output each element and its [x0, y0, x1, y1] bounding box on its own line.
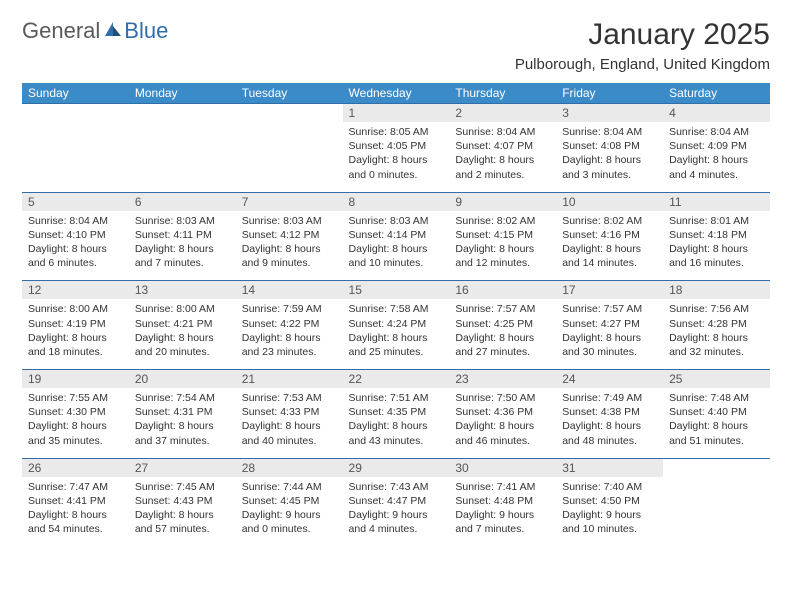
- day-detail-cell: Sunrise: 7:41 AM Sunset: 4:48 PM Dayligh…: [449, 477, 556, 547]
- logo: General Blue: [22, 18, 168, 44]
- day-header-row: Sunday Monday Tuesday Wednesday Thursday…: [22, 83, 770, 104]
- day-detail-cell: Sunrise: 8:04 AM Sunset: 4:09 PM Dayligh…: [663, 122, 770, 192]
- day-number-cell: 11: [663, 192, 770, 211]
- day-number-cell: 1: [343, 104, 450, 123]
- logo-text-general: General: [22, 18, 100, 44]
- day-detail-cell: [236, 122, 343, 192]
- logo-text-blue: Blue: [124, 18, 168, 44]
- day-detail-cell: [129, 122, 236, 192]
- day-detail-cell: Sunrise: 8:04 AM Sunset: 4:08 PM Dayligh…: [556, 122, 663, 192]
- day-detail-cell: Sunrise: 8:04 AM Sunset: 4:07 PM Dayligh…: [449, 122, 556, 192]
- day-header: Thursday: [449, 83, 556, 104]
- day-number-cell: 29: [343, 458, 450, 477]
- day-number-cell: 14: [236, 281, 343, 300]
- day-header: Tuesday: [236, 83, 343, 104]
- day-detail-cell: Sunrise: 8:01 AM Sunset: 4:18 PM Dayligh…: [663, 211, 770, 281]
- day-number-cell: 28: [236, 458, 343, 477]
- day-number-cell: 23: [449, 370, 556, 389]
- week-detail-row: Sunrise: 7:47 AM Sunset: 4:41 PM Dayligh…: [22, 477, 770, 547]
- day-detail-cell: Sunrise: 7:56 AM Sunset: 4:28 PM Dayligh…: [663, 299, 770, 369]
- day-detail-cell: Sunrise: 7:58 AM Sunset: 4:24 PM Dayligh…: [343, 299, 450, 369]
- week-number-row: 12131415161718: [22, 281, 770, 300]
- day-header: Sunday: [22, 83, 129, 104]
- day-number-cell: 30: [449, 458, 556, 477]
- day-detail-cell: Sunrise: 7:57 AM Sunset: 4:27 PM Dayligh…: [556, 299, 663, 369]
- week-number-row: 19202122232425: [22, 370, 770, 389]
- day-detail-cell: Sunrise: 7:40 AM Sunset: 4:50 PM Dayligh…: [556, 477, 663, 547]
- day-detail-cell: Sunrise: 7:47 AM Sunset: 4:41 PM Dayligh…: [22, 477, 129, 547]
- title-block: January 2025 Pulborough, England, United…: [515, 18, 770, 73]
- day-number-cell: 13: [129, 281, 236, 300]
- day-detail-cell: Sunrise: 7:45 AM Sunset: 4:43 PM Dayligh…: [129, 477, 236, 547]
- day-number-cell: 27: [129, 458, 236, 477]
- day-number-cell: 4: [663, 104, 770, 123]
- day-number-cell: 25: [663, 370, 770, 389]
- day-detail-cell: Sunrise: 7:44 AM Sunset: 4:45 PM Dayligh…: [236, 477, 343, 547]
- week-detail-row: Sunrise: 7:55 AM Sunset: 4:30 PM Dayligh…: [22, 388, 770, 458]
- day-number-cell: [129, 104, 236, 123]
- day-number-cell: 24: [556, 370, 663, 389]
- day-number-cell: 17: [556, 281, 663, 300]
- calendar-body: 1234Sunrise: 8:05 AM Sunset: 4:05 PM Day…: [22, 104, 770, 547]
- week-detail-row: Sunrise: 8:04 AM Sunset: 4:10 PM Dayligh…: [22, 211, 770, 281]
- day-detail-cell: Sunrise: 7:50 AM Sunset: 4:36 PM Dayligh…: [449, 388, 556, 458]
- day-number-cell: 31: [556, 458, 663, 477]
- week-detail-row: Sunrise: 8:00 AM Sunset: 4:19 PM Dayligh…: [22, 299, 770, 369]
- day-detail-cell: Sunrise: 8:02 AM Sunset: 4:16 PM Dayligh…: [556, 211, 663, 281]
- day-detail-cell: Sunrise: 7:48 AM Sunset: 4:40 PM Dayligh…: [663, 388, 770, 458]
- day-detail-cell: [663, 477, 770, 547]
- week-detail-row: Sunrise: 8:05 AM Sunset: 4:05 PM Dayligh…: [22, 122, 770, 192]
- day-detail-cell: Sunrise: 8:05 AM Sunset: 4:05 PM Dayligh…: [343, 122, 450, 192]
- day-detail-cell: Sunrise: 8:02 AM Sunset: 4:15 PM Dayligh…: [449, 211, 556, 281]
- day-number-cell: 5: [22, 192, 129, 211]
- day-number-cell: 26: [22, 458, 129, 477]
- day-detail-cell: [22, 122, 129, 192]
- day-number-cell: [663, 458, 770, 477]
- day-number-cell: 6: [129, 192, 236, 211]
- day-number-cell: 3: [556, 104, 663, 123]
- day-number-cell: 19: [22, 370, 129, 389]
- day-number-cell: 8: [343, 192, 450, 211]
- day-number-cell: 2: [449, 104, 556, 123]
- day-detail-cell: Sunrise: 7:54 AM Sunset: 4:31 PM Dayligh…: [129, 388, 236, 458]
- day-number-cell: 22: [343, 370, 450, 389]
- day-number-cell: 9: [449, 192, 556, 211]
- day-detail-cell: Sunrise: 8:03 AM Sunset: 4:12 PM Dayligh…: [236, 211, 343, 281]
- calendar-table: Sunday Monday Tuesday Wednesday Thursday…: [22, 83, 770, 546]
- day-detail-cell: Sunrise: 8:03 AM Sunset: 4:14 PM Dayligh…: [343, 211, 450, 281]
- day-number-cell: 21: [236, 370, 343, 389]
- day-number-cell: 12: [22, 281, 129, 300]
- month-title: January 2025: [515, 18, 770, 52]
- day-number-cell: 15: [343, 281, 450, 300]
- page-header: General Blue January 2025 Pulborough, En…: [22, 18, 770, 73]
- day-header: Friday: [556, 83, 663, 104]
- day-number-cell: 20: [129, 370, 236, 389]
- day-detail-cell: Sunrise: 7:57 AM Sunset: 4:25 PM Dayligh…: [449, 299, 556, 369]
- day-detail-cell: Sunrise: 8:03 AM Sunset: 4:11 PM Dayligh…: [129, 211, 236, 281]
- day-number-cell: 10: [556, 192, 663, 211]
- day-number-cell: [236, 104, 343, 123]
- day-detail-cell: Sunrise: 7:49 AM Sunset: 4:38 PM Dayligh…: [556, 388, 663, 458]
- week-number-row: 262728293031: [22, 458, 770, 477]
- week-number-row: 1234: [22, 104, 770, 123]
- day-number-cell: 16: [449, 281, 556, 300]
- day-number-cell: 7: [236, 192, 343, 211]
- day-detail-cell: Sunrise: 8:00 AM Sunset: 4:21 PM Dayligh…: [129, 299, 236, 369]
- logo-mark-icon: [104, 20, 122, 43]
- day-detail-cell: Sunrise: 7:59 AM Sunset: 4:22 PM Dayligh…: [236, 299, 343, 369]
- day-detail-cell: Sunrise: 8:04 AM Sunset: 4:10 PM Dayligh…: [22, 211, 129, 281]
- day-detail-cell: Sunrise: 8:00 AM Sunset: 4:19 PM Dayligh…: [22, 299, 129, 369]
- day-header: Wednesday: [343, 83, 450, 104]
- day-detail-cell: Sunrise: 7:53 AM Sunset: 4:33 PM Dayligh…: [236, 388, 343, 458]
- week-number-row: 567891011: [22, 192, 770, 211]
- day-detail-cell: Sunrise: 7:51 AM Sunset: 4:35 PM Dayligh…: [343, 388, 450, 458]
- day-detail-cell: Sunrise: 7:55 AM Sunset: 4:30 PM Dayligh…: [22, 388, 129, 458]
- day-detail-cell: Sunrise: 7:43 AM Sunset: 4:47 PM Dayligh…: [343, 477, 450, 547]
- day-number-cell: 18: [663, 281, 770, 300]
- location-text: Pulborough, England, United Kingdom: [515, 56, 770, 73]
- day-number-cell: [22, 104, 129, 123]
- day-header: Monday: [129, 83, 236, 104]
- day-header: Saturday: [663, 83, 770, 104]
